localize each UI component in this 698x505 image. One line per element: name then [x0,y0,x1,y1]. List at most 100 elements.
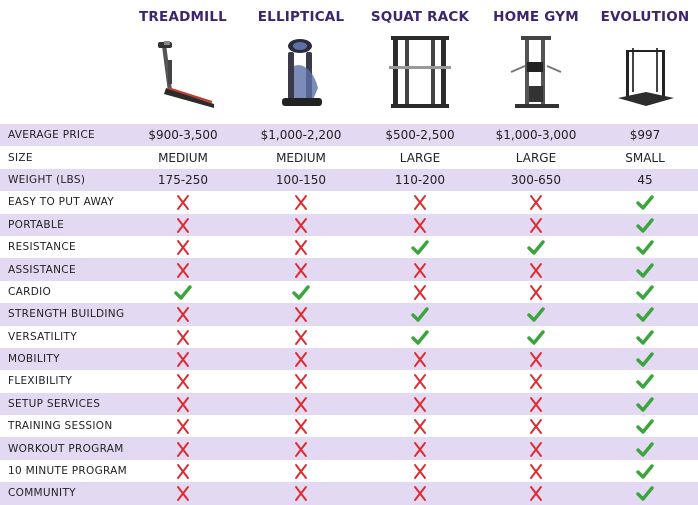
cell-mark [361,370,479,392]
cell-mark [124,437,242,459]
cross-icon [177,464,189,479]
cell-mark [586,236,698,258]
check-icon [636,486,654,502]
cross-icon [414,486,426,502]
cell-mark [586,415,698,437]
table-row: TRAINING SESSION [0,415,698,437]
cross-icon [177,262,189,278]
cross-icon [295,195,307,211]
row-label: AVERAGE PRICE [8,129,95,142]
cell-mark [242,236,360,258]
cross-icon [295,374,307,390]
cell-mark [124,415,242,437]
cell-mark [586,303,698,325]
cell-mark [586,437,698,459]
cross-icon [414,352,426,368]
row-label: FLEXIBILITY [8,375,73,388]
cross-icon [295,352,307,368]
cell-value: LARGE [515,150,557,165]
cross-icon [177,374,189,390]
check-icon [636,374,654,390]
table-row: ASSISTANCE [0,258,698,281]
table-row: WEIGHT (LBS) 175-250 100-150 110-200 300-650… [0,168,698,192]
cell-value: 100-150 [275,172,327,187]
table-row: EASY TO PUT AWAY [0,191,698,213]
check-icon [527,307,545,323]
table-row: COMMUNITY [0,482,698,505]
cross-icon [177,352,189,368]
check-icon [636,441,654,457]
cell-mark [361,281,479,303]
cell-mark [586,460,698,482]
cross-icon [530,284,542,300]
column-header-evolution: EVOLUTION [586,0,698,124]
column-header-squat-rack: SQUAT RACK [361,0,479,124]
check-icon [636,262,654,278]
row-label: SIZE [8,151,33,164]
table-row: VERSATILITY [0,326,698,348]
cross-icon [530,419,542,435]
cross-icon [530,262,542,278]
cross-icon [295,396,307,412]
row-label: MOBILITY [8,353,60,366]
table-row: SETUP SERVICES [0,392,698,416]
table-row: SIZE MEDIUM MEDIUM LARGE LARGE SMALL [0,146,698,168]
cell-mark [242,437,360,459]
cell-mark [586,258,698,280]
cell-value: 45 [637,172,653,187]
cross-icon [414,441,426,457]
cell-mark [124,191,242,213]
cell-mark [242,303,360,325]
cross-icon [177,486,189,502]
cell-mark [124,348,242,370]
cell-mark [124,482,242,504]
cell-mark [361,437,479,459]
check-icon [636,352,654,367]
cell-mark [242,482,360,504]
cell-mark [361,393,479,415]
cross-icon [177,240,189,256]
row-label: RESISTANCE [8,241,76,254]
row-label: SETUP SERVICES [8,397,101,410]
cell-mark [477,348,595,370]
cell-mark [477,303,595,325]
cross-icon [530,464,542,479]
row-label: VERSATILITY [8,330,77,343]
cell-mark [477,214,595,236]
cell-mark [477,326,595,348]
column-title: ELLIPTICAL [257,9,345,25]
table-row: PORTABLE [0,213,698,236]
cell-mark [361,258,479,280]
cross-icon [530,396,542,412]
cross-icon [414,195,426,211]
cell-mark [586,482,698,504]
cross-icon [530,374,542,390]
cross-icon [295,486,307,502]
cell-value: MEDIUM [158,150,208,165]
cross-icon [295,262,307,278]
table-body: AVERAGE PRICE $900-3,500 $1,000-2,200 $500-… [0,124,698,505]
row-label: 10 MINUTE PROGRAM [8,465,128,478]
cross-icon [414,396,426,412]
cell-mark [124,370,242,392]
check-icon [636,195,654,211]
table-header: TREADMILL ELLIPTICAL SQUAT RACK [0,0,698,124]
cross-icon [177,307,189,323]
cell-value: 300-650 [510,172,562,187]
check-icon [636,285,654,300]
cell-mark [361,415,479,437]
cell-mark [242,370,360,392]
row-label: WEIGHT (LBS) [8,173,86,186]
cross-icon [295,307,307,323]
column-header-home-gym: HOME GYM [477,0,595,124]
column-title: SQUAT RACK [370,9,470,25]
cell-mark [124,303,242,325]
cross-icon [414,217,426,233]
treadmill-image [158,41,214,108]
cell-mark [477,393,595,415]
cell-mark [242,348,360,370]
cell-mark [242,281,360,303]
row-label: CARDIO [8,285,52,298]
cross-icon [530,195,542,211]
